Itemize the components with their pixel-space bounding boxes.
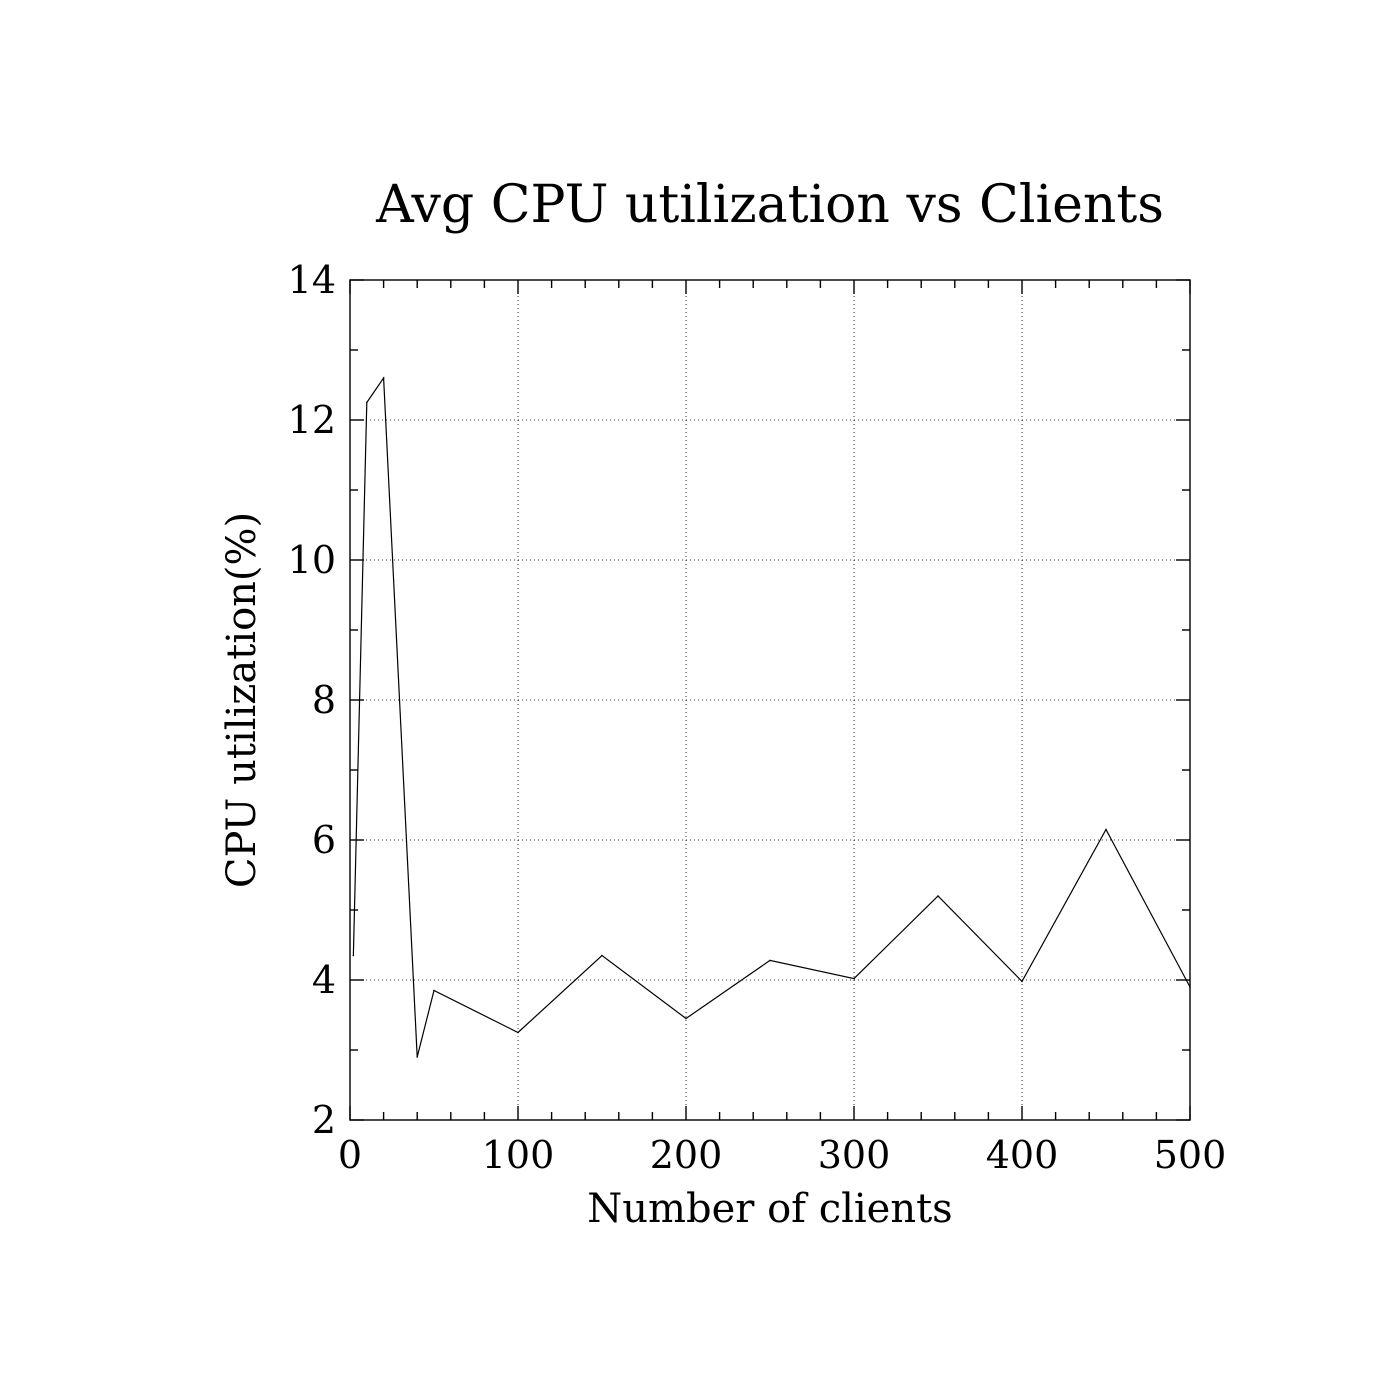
plot-frame (349, 279, 1191, 1121)
x-axis-label: Number of clients (587, 1186, 952, 1232)
data-point (433, 989, 435, 992)
x-tick-label: 0 (338, 1133, 362, 1177)
data-point (382, 377, 385, 379)
tick-label-layer: 0 100 200 300 400 500 2 4 6 8 10 12 14 (288, 258, 1227, 1177)
y-tick-label: 8 (312, 678, 336, 722)
data-point (601, 954, 603, 957)
data-point (416, 1056, 419, 1058)
y-tick-label: 14 (288, 258, 336, 302)
chart-title: Avg CPU utilization vs Clients (375, 175, 1164, 235)
data-point (1105, 828, 1107, 831)
y-axis-label: CPU utilization(%) (219, 512, 265, 888)
x-tick-label: 400 (986, 1133, 1059, 1177)
data-point (1021, 980, 1023, 983)
grid-layer (350, 280, 1190, 1120)
y-tick-label: 4 (312, 958, 336, 1002)
data-point (937, 895, 939, 897)
series-layer (352, 376, 1191, 1058)
data-point (1189, 986, 1191, 988)
x-tick-label: 500 (1154, 1133, 1227, 1177)
x-tick-label: 100 (482, 1133, 555, 1177)
data-point (685, 1017, 687, 1020)
data-point (366, 401, 368, 404)
data-point (769, 959, 771, 962)
y-tick-label: 6 (312, 818, 336, 862)
series-line (352, 376, 1191, 1058)
data-point (352, 954, 355, 957)
y-tick-label: 10 (288, 538, 336, 582)
x-tick-label: 200 (650, 1133, 723, 1177)
x-tick-label: 300 (818, 1133, 891, 1177)
y-tick-label: 2 (312, 1098, 336, 1142)
data-point (853, 977, 855, 980)
y-tick-label: 12 (288, 398, 336, 442)
data-point (517, 1031, 519, 1034)
